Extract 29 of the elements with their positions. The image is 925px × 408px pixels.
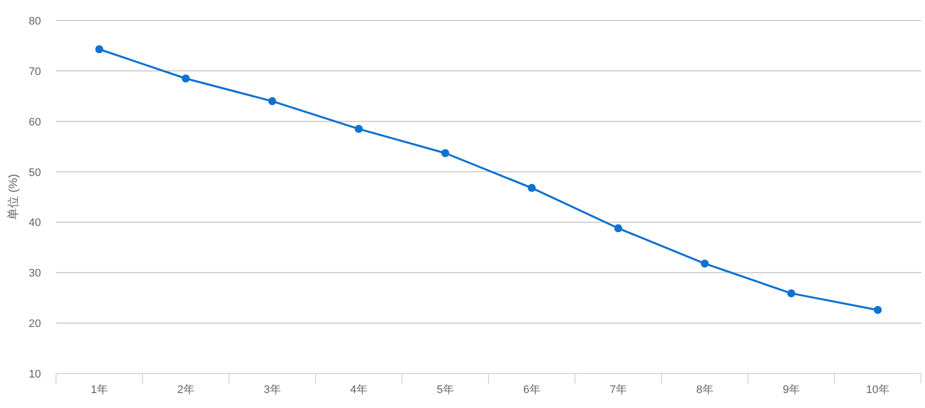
x-tick-label: 2年 bbox=[177, 384, 194, 396]
y-tick-label: 80 bbox=[28, 16, 41, 28]
point bbox=[182, 74, 190, 82]
point bbox=[441, 149, 450, 158]
x-tick-label: 3年 bbox=[264, 384, 281, 396]
y-tick-label: 50 bbox=[28, 166, 41, 179]
x-tick-label: 1年 bbox=[90, 384, 108, 396]
x-tick-label: 10年 bbox=[866, 384, 890, 396]
y-tick-label: 10 bbox=[28, 368, 41, 380]
x-tick-label: 6年 bbox=[523, 384, 540, 396]
x-tick-label: 4年 bbox=[350, 384, 368, 396]
x-tick-label: 9年 bbox=[782, 384, 800, 396]
point bbox=[268, 97, 276, 106]
y-tick-label: 20 bbox=[28, 318, 41, 330]
y-tick-label: 70 bbox=[28, 66, 41, 78]
point bbox=[95, 45, 104, 54]
point bbox=[700, 260, 709, 268]
y-tick-label: 40 bbox=[28, 217, 41, 230]
point bbox=[614, 224, 622, 232]
x-tick-label: 8年 bbox=[696, 384, 714, 396]
x-tick-label: 5年 bbox=[436, 384, 454, 396]
point bbox=[787, 289, 796, 298]
y-tick-label: 60 bbox=[28, 116, 41, 128]
point bbox=[354, 124, 363, 133]
y-axis-title: 单位 (%) bbox=[6, 174, 20, 220]
point bbox=[528, 184, 536, 192]
x-tick-label: 7年 bbox=[610, 384, 627, 396]
y-tick-label: 30 bbox=[28, 268, 41, 280]
point bbox=[874, 306, 882, 314]
